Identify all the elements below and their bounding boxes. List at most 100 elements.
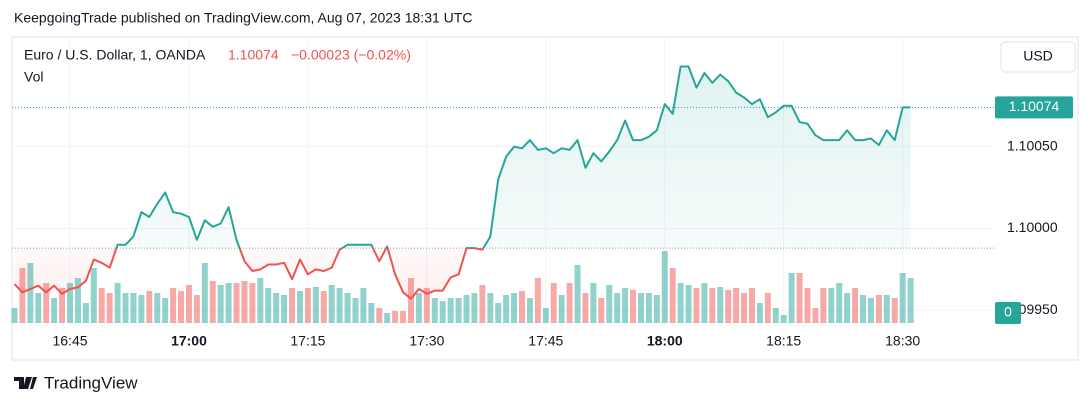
volume-bar (408, 278, 414, 323)
volume-bar (630, 290, 637, 323)
area-fill (14, 66, 911, 299)
volume-bar (19, 268, 26, 323)
volume-bar (566, 283, 573, 323)
volume-bar (836, 283, 843, 323)
volume-bar (487, 293, 494, 323)
volume-bar (384, 313, 391, 323)
volume-bar (178, 291, 185, 323)
volume-bar (273, 293, 280, 323)
volume-bar (899, 273, 906, 323)
volume-bar (106, 293, 113, 323)
volume-bar (677, 283, 684, 323)
volume-bar (90, 268, 97, 323)
volume-bar (788, 273, 795, 323)
volume-bar (701, 283, 708, 323)
brand-name: TradingView (44, 373, 138, 392)
volume-bar (725, 290, 732, 323)
x-tick-label: 18:15 (766, 333, 801, 349)
volume-bar (74, 278, 81, 323)
volume-bar (550, 283, 557, 323)
volume-bar (717, 287, 724, 323)
price-line (13, 65, 911, 300)
volume-bar (423, 288, 430, 323)
volume-bar (883, 295, 890, 323)
volume-bar (741, 293, 748, 323)
volume-bar (780, 315, 787, 323)
volume-bar (201, 263, 208, 323)
volume-bar (574, 265, 581, 323)
volume-bar (820, 288, 827, 323)
volume-bar (217, 285, 224, 323)
volume-bar (415, 293, 422, 323)
volume-bar (447, 298, 454, 323)
volume-bar (185, 285, 192, 323)
volume-bar (606, 285, 613, 323)
currency-button[interactable] (1000, 41, 1076, 73)
volume-bar (542, 308, 549, 323)
volume-bar (360, 288, 367, 323)
volume-bar (130, 293, 137, 323)
volume-bar (709, 288, 716, 323)
volume-bar (233, 283, 240, 323)
last-price-badge (995, 96, 1073, 119)
volume-bar (693, 288, 700, 323)
volume-zero-label: 0 (1004, 304, 1012, 320)
currency-label[interactable]: USD (1023, 48, 1053, 64)
volume-zero-badge (995, 302, 1021, 324)
volume-bar (828, 288, 835, 323)
symbol-title: Euro / U.S. Dollar, 1, OANDA (24, 47, 206, 63)
x-tick-label: 17:30 (409, 333, 444, 349)
x-tick-label: 16:45 (52, 333, 87, 349)
volume-bar (756, 303, 763, 323)
volume-bar (209, 281, 216, 323)
volume-bar (11, 308, 18, 323)
volume-bar (439, 301, 446, 323)
volume-bar (526, 298, 533, 323)
header-change: −0.00023 (−0.02%) (291, 47, 411, 63)
volume-bar (392, 311, 399, 323)
volume-bar (296, 291, 303, 323)
volume-bar (400, 311, 407, 323)
volume-bar (653, 295, 660, 323)
volume-bar (685, 285, 692, 323)
volume-bar (138, 295, 145, 323)
volume-bar (35, 293, 42, 323)
volume-bar (51, 298, 58, 323)
volume-bar (519, 291, 526, 323)
y-tick-label: 1.10050 (1007, 137, 1058, 153)
x-tick-label: 17:45 (528, 333, 563, 349)
volume-bar (82, 303, 89, 323)
y-tick-label: 1.10000 (1007, 219, 1058, 235)
x-tick-label: 17:00 (171, 333, 207, 349)
volume-bar (645, 293, 652, 323)
volume-bar (590, 283, 597, 323)
volume-bar (257, 278, 264, 323)
volume-bar (637, 293, 644, 323)
published-line: KeepgoingTrade published on TradingView.… (14, 10, 472, 26)
volume-bar (241, 281, 248, 323)
volume-bar (598, 298, 605, 323)
volume-bar (748, 288, 755, 323)
last-price-label: 1.10074 (1009, 98, 1060, 114)
volume-bar (669, 268, 676, 323)
volume-bar (368, 303, 375, 323)
header-last-price: 1.10074 (228, 47, 279, 63)
volume-bar (328, 285, 335, 323)
volume-bar (558, 295, 565, 323)
volume-bar (733, 288, 740, 323)
volume-bar (471, 293, 478, 323)
volume-bar (907, 278, 914, 323)
volume-bar (154, 293, 161, 323)
volume-bar (812, 308, 819, 323)
volume-bar (98, 288, 105, 323)
volume-bar (463, 295, 470, 323)
volume-bar (503, 295, 510, 323)
volume-bar (891, 298, 898, 323)
volume-bar (67, 283, 74, 323)
volume-bar (146, 291, 153, 323)
volume-bar (661, 251, 668, 323)
x-tick-label: 17:15 (290, 333, 325, 349)
volume-bar (320, 291, 327, 323)
volume-bar (376, 308, 383, 323)
